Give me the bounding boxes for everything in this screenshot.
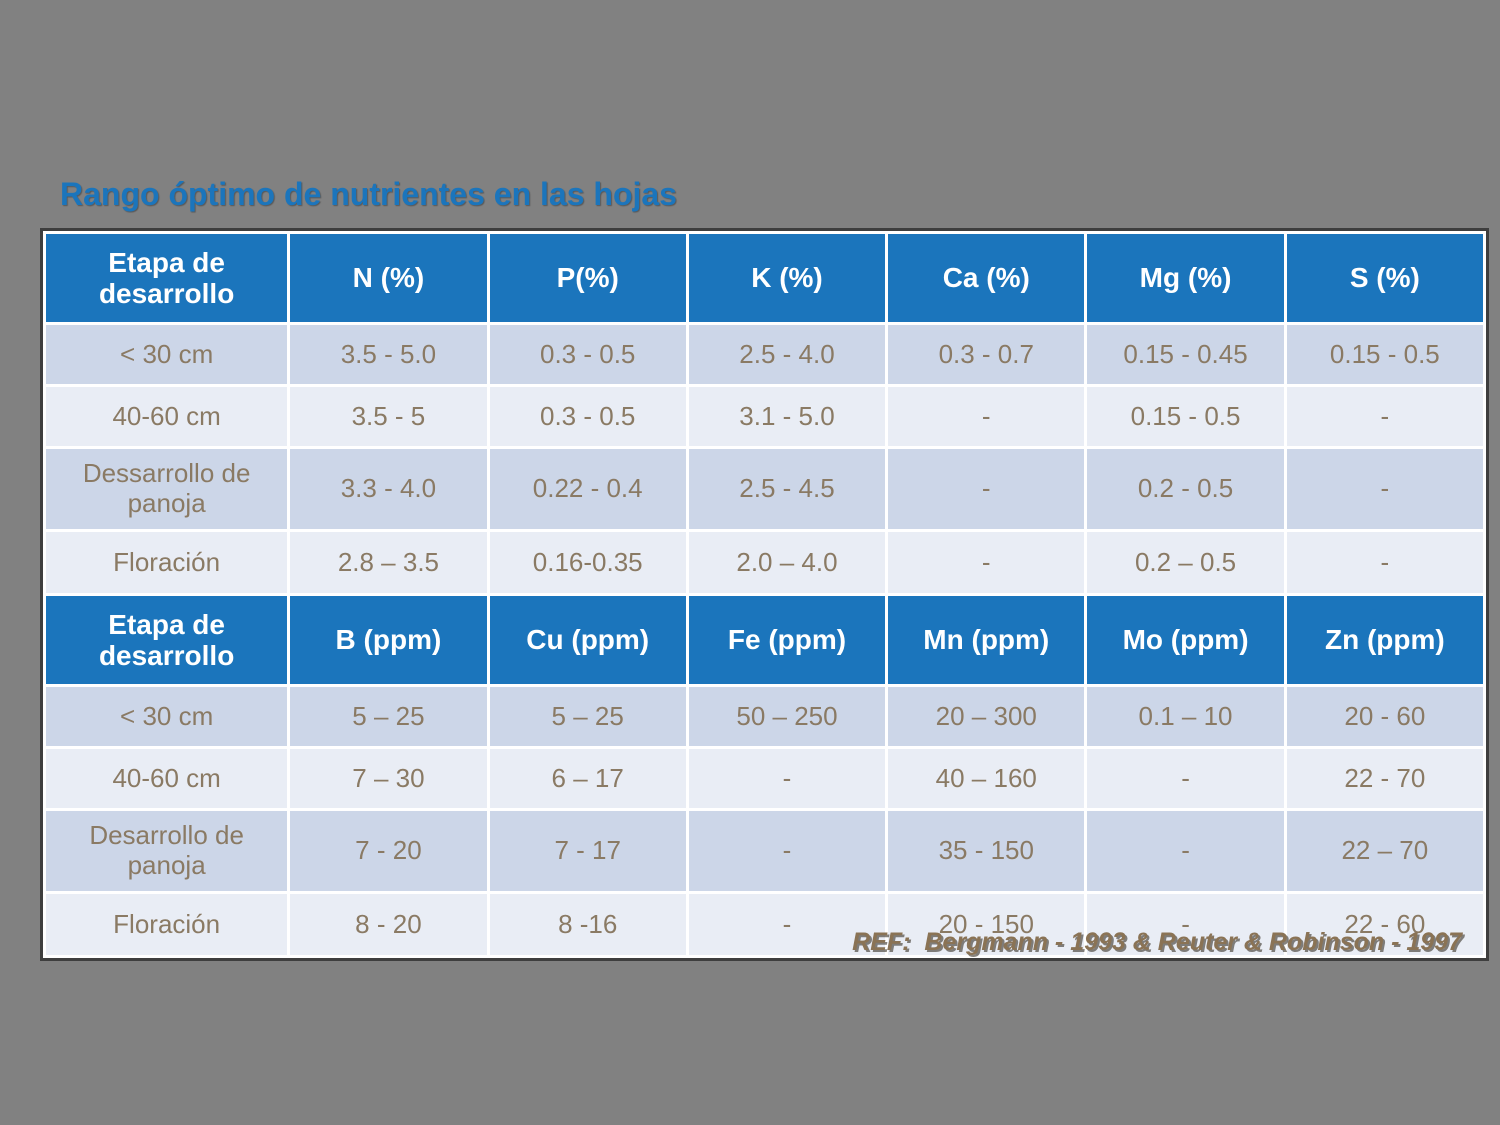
micro-header-row: Etapa de desarrollo B (ppm) Cu (ppm) Fe … [46,596,1483,684]
value-cell: 7 – 30 [290,749,487,808]
micro-row-4: Floración 8 - 20 8 -16 - 20 - 150 - 22 -… [46,894,1483,955]
value-cell: - [888,387,1085,446]
value-cell: - [688,749,886,808]
value-cell: 7 - 17 [489,811,686,891]
value-cell: 20 – 300 [888,687,1085,746]
micro-row-1: < 30 cm 5 – 25 5 – 25 50 – 250 20 – 300 … [46,687,1483,746]
stage-cell: < 30 cm [46,325,288,384]
value-cell: 0.2 - 0.5 [1087,449,1284,529]
value-cell: 3.5 - 5.0 [290,325,487,384]
value-cell: 20 - 150 [888,894,1085,955]
micro-header-mo: Mo (ppm) [1087,596,1284,684]
value-cell: 0.15 - 0.45 [1087,325,1284,384]
value-cell: 6 – 17 [489,749,686,808]
micro-header-stage: Etapa de desarrollo [46,596,288,684]
value-cell: 0.1 – 10 [1087,687,1284,746]
value-cell: 3.1 - 5.0 [688,387,886,446]
macro-header-s: S (%) [1286,234,1483,322]
stage-cell: 40-60 cm [46,749,288,808]
value-cell: - [688,811,886,891]
value-cell: - [1286,532,1483,593]
macro-header-n: N (%) [290,234,487,322]
value-cell: 0.15 - 0.5 [1286,325,1483,384]
value-cell: 5 – 25 [489,687,686,746]
micro-header-fe: Fe (ppm) [688,596,886,684]
stage-cell: Floración [46,532,288,593]
macro-header-p: P(%) [489,234,686,322]
value-cell: 50 – 250 [688,687,886,746]
value-cell: 0.2 – 0.5 [1087,532,1284,593]
value-cell: - [688,894,886,955]
value-cell: 0.3 - 0.5 [489,387,686,446]
value-cell: 2.5 - 4.0 [688,325,886,384]
value-cell: 0.15 - 0.5 [1087,387,1284,446]
macro-row-4: Floración 2.8 – 3.5 0.16-0.35 2.0 – 4.0 … [46,532,1483,593]
macro-row-1: < 30 cm 3.5 - 5.0 0.3 - 0.5 2.5 - 4.0 0.… [46,325,1483,384]
micro-row-2: 40-60 cm 7 – 30 6 – 17 - 40 – 160 - 22 -… [46,749,1483,808]
value-cell: - [888,449,1085,529]
micro-row-3: Desarrollo de panoja 7 - 20 7 - 17 - 35 … [46,811,1483,891]
value-cell: 20 - 60 [1286,687,1483,746]
value-cell: - [1087,749,1284,808]
macro-header-k: K (%) [688,234,886,322]
macro-header-ca: Ca (%) [888,234,1085,322]
value-cell: 2.8 – 3.5 [290,532,487,593]
nutrient-table: Etapa de desarrollo N (%) P(%) K (%) Ca … [43,231,1486,958]
value-cell: 3.3 - 4.0 [290,449,487,529]
stage-cell: Desarrollo de panoja [46,811,288,891]
reference-citation: REF: Bergmann - 1993 & Reuter & Robinson… [852,928,1462,956]
macro-header-mg: Mg (%) [1087,234,1284,322]
value-cell: - [1286,387,1483,446]
value-cell: 0.22 - 0.4 [489,449,686,529]
stage-cell: 40-60 cm [46,387,288,446]
micro-header-mn: Mn (ppm) [888,596,1085,684]
value-cell: 40 – 160 [888,749,1085,808]
value-cell: - [888,532,1085,593]
value-cell: 22 - 70 [1286,749,1483,808]
stage-cell: Dessarrollo de panoja [46,449,288,529]
value-cell: 3.5 - 5 [290,387,487,446]
macro-row-3: Dessarrollo de panoja 3.3 - 4.0 0.22 - 0… [46,449,1483,529]
stage-cell: Floración [46,894,288,955]
value-cell: 2.0 – 4.0 [688,532,886,593]
value-cell: 7 - 20 [290,811,487,891]
value-cell: 0.3 - 0.7 [888,325,1085,384]
value-cell: 2.5 - 4.5 [688,449,886,529]
micro-header-cu: Cu (ppm) [489,596,686,684]
value-cell: - [1087,894,1284,955]
stage-cell: < 30 cm [46,687,288,746]
value-cell: 22 – 70 [1286,811,1483,891]
value-cell: - [1087,811,1284,891]
value-cell: 0.16-0.35 [489,532,686,593]
value-cell: 8 - 20 [290,894,487,955]
value-cell: 5 – 25 [290,687,487,746]
value-cell: 22 - 60 [1286,894,1483,955]
macro-row-2: 40-60 cm 3.5 - 5 0.3 - 0.5 3.1 - 5.0 - 0… [46,387,1483,446]
value-cell: 35 - 150 [888,811,1085,891]
macro-header-row: Etapa de desarrollo N (%) P(%) K (%) Ca … [46,234,1483,322]
page-title: Rango óptimo de nutrientes en las hojas [60,176,677,212]
nutrient-table-container: Etapa de desarrollo N (%) P(%) K (%) Ca … [40,228,1489,961]
micro-header-b: B (ppm) [290,596,487,684]
value-cell: - [1286,449,1483,529]
value-cell: 8 -16 [489,894,686,955]
macro-header-stage: Etapa de desarrollo [46,234,288,322]
micro-header-zn: Zn (ppm) [1286,596,1483,684]
value-cell: 0.3 - 0.5 [489,325,686,384]
